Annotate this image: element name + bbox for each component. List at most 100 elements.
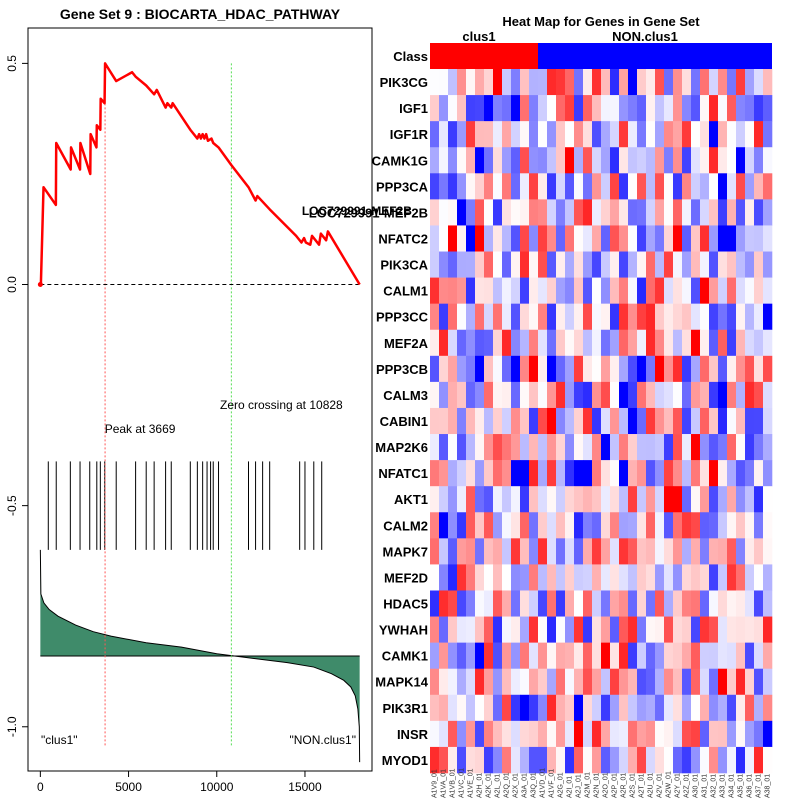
heatmap-cell	[475, 69, 485, 96]
heatmap-cell	[727, 564, 737, 591]
heatmap-cell	[493, 95, 503, 122]
heatmap-cell	[574, 407, 584, 435]
heatmap-cell	[574, 720, 584, 748]
heatmap-cell	[547, 616, 557, 643]
heatmap-cell	[718, 512, 728, 539]
heatmap-cell	[511, 407, 521, 435]
heatmap-cell	[601, 642, 611, 670]
heatmap-cell	[493, 147, 503, 174]
heatmap-cell	[601, 225, 611, 252]
heatmap-cell	[727, 486, 737, 513]
heatmap-cell	[682, 147, 692, 174]
heatmap-cell	[484, 616, 494, 643]
gene-label: NFATC1	[378, 466, 428, 481]
heatmap-cell	[646, 694, 656, 722]
heatmap-cell	[511, 642, 521, 670]
heatmap-cell	[529, 486, 539, 513]
heatmap-cell	[457, 694, 467, 722]
heatmap-cell	[484, 590, 494, 617]
heatmap-cell	[583, 329, 593, 357]
heatmap-cell	[520, 329, 530, 357]
heatmap-cell	[583, 303, 593, 331]
heatmap-cell	[745, 69, 755, 96]
heatmap-cell	[430, 460, 440, 487]
sample-label: A2W_01	[666, 771, 673, 798]
heatmap-cell	[754, 251, 764, 278]
heatmap-cell	[673, 616, 683, 643]
heatmap-cell	[520, 147, 530, 174]
heatmap-cell	[628, 460, 638, 487]
heatmap-cell	[691, 460, 701, 487]
heatmap-cell	[448, 173, 458, 200]
heatmap-cell	[583, 121, 593, 148]
heatmap-cell	[736, 225, 746, 252]
heatmap-cell	[709, 460, 719, 487]
heatmap-cell	[511, 616, 521, 643]
heatmap-cell	[529, 69, 539, 96]
heatmap-cell	[745, 434, 755, 461]
heatmap-cell	[529, 642, 539, 670]
heatmap-cell	[592, 590, 602, 617]
heatmap-cell	[700, 355, 710, 383]
heatmap-cell	[601, 329, 611, 357]
heatmap-cell	[637, 538, 647, 565]
heatmap-cell	[502, 590, 512, 617]
heatmap-cell	[520, 642, 530, 670]
heatmap-cell	[493, 746, 503, 774]
heatmap-cell	[664, 121, 674, 148]
heatmap-cell	[565, 746, 575, 774]
heatmap-cell	[763, 329, 773, 357]
heatmap-cell	[484, 251, 494, 278]
heatmap-cell	[529, 434, 539, 461]
heatmap-cell	[529, 147, 539, 174]
heatmap-cell	[547, 746, 557, 774]
heatmap-cell	[646, 538, 656, 565]
heatmap-cell	[646, 746, 656, 774]
heatmap-cell	[691, 225, 701, 252]
heatmap-cell	[448, 720, 458, 748]
heatmap-cell	[754, 746, 764, 774]
heatmap-cell	[547, 69, 557, 96]
heatmap-cell	[664, 355, 674, 383]
heatmap-cell	[655, 173, 665, 200]
heatmap-cell	[655, 746, 665, 774]
heatmap-cell	[628, 486, 638, 513]
heatmap-cell	[583, 381, 593, 409]
heatmap-cell	[619, 303, 629, 331]
heatmap-cell	[655, 720, 665, 748]
heatmap-cell	[430, 668, 440, 696]
sample-label: A3A_01	[522, 773, 529, 798]
heatmap-cell	[475, 355, 485, 383]
heatmap-cell	[610, 173, 620, 200]
heatmap-cell	[610, 355, 620, 383]
gene-label: YWHAH	[379, 623, 428, 638]
heatmap-cell	[529, 277, 539, 304]
heatmap-cell	[529, 251, 539, 278]
heatmap-cell	[502, 616, 512, 643]
heatmap-cell	[520, 668, 530, 696]
heatmap-cell	[700, 69, 710, 96]
heatmap-cell	[619, 407, 629, 435]
heatmap-cell	[511, 329, 521, 357]
heatmap-cell	[592, 746, 602, 774]
heatmap-cell	[691, 590, 701, 617]
heatmap-cell	[466, 69, 476, 96]
heatmap-cell	[727, 694, 737, 722]
heatmap-cell	[673, 173, 683, 200]
sample-label: A1VF_01	[549, 769, 556, 798]
heatmap-cell	[637, 642, 647, 670]
heatmap-cell	[745, 303, 755, 331]
heatmap-cell	[709, 303, 719, 331]
heatmap-cell	[556, 746, 566, 774]
ranked-metric-curve	[39, 549, 361, 763]
heatmap-cell	[520, 720, 530, 748]
heatmap-cell	[574, 590, 584, 617]
heatmap-cell	[646, 355, 656, 383]
heatmap-cell	[430, 69, 440, 96]
heatmap-cell	[583, 538, 593, 565]
heatmap-cell	[727, 616, 737, 643]
heatmap-cell	[493, 381, 503, 409]
heatmap-cell	[502, 642, 512, 670]
heatmap-cell	[700, 590, 710, 617]
heatmap-cell	[763, 512, 773, 539]
